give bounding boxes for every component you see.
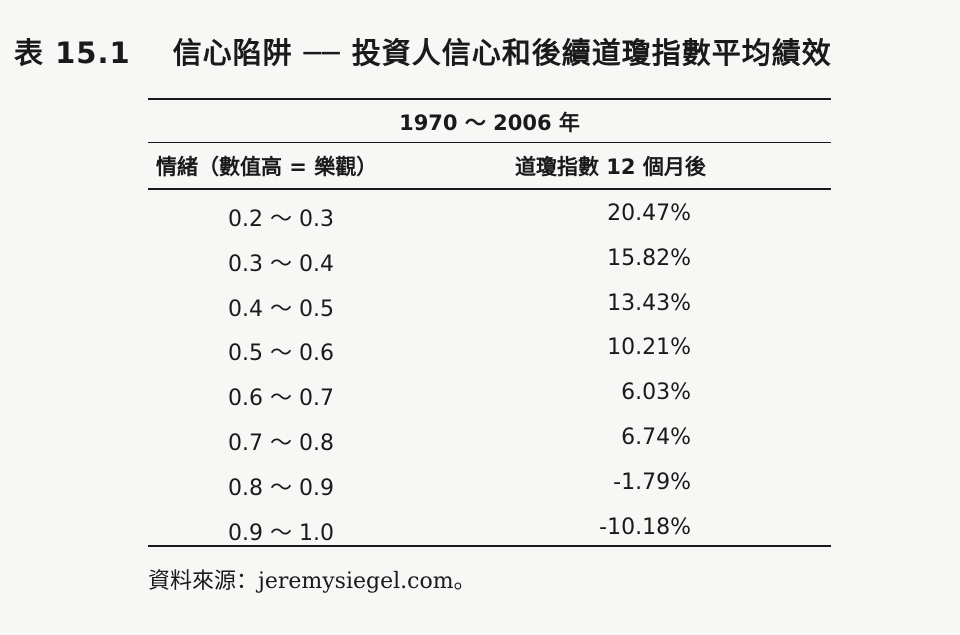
table-row: 0.3 ～ 0.4 15.82% bbox=[148, 237, 831, 282]
column-header-sentiment: 情緒（數值高 = 樂觀） bbox=[156, 155, 378, 179]
table-row: 0.2 ～ 0.3 20.47% bbox=[148, 192, 831, 237]
table-row: 0.9 ～ 1.0 -10.18% bbox=[148, 506, 831, 551]
sentiment-range: 0.7 ～ 0.8 bbox=[228, 430, 334, 456]
dow-return: 6.74% bbox=[621, 424, 691, 450]
header-rule bbox=[148, 188, 831, 190]
source-note: 資料來源：jeremysiegel.com。 bbox=[148, 569, 476, 594]
period-header: 1970 ～ 2006 年 bbox=[399, 111, 580, 135]
table-row: 0.4 ～ 0.5 13.43% bbox=[148, 282, 831, 327]
table-title-text: 信心陷阱 ── 投資人信心和後續道瓊指數平均績效 bbox=[172, 36, 832, 70]
sentiment-range: 0.6 ～ 0.7 bbox=[228, 386, 334, 412]
table-row: 0.6 ～ 0.7 6.03% bbox=[148, 371, 831, 416]
table-row: 0.5 ～ 0.6 10.21% bbox=[148, 326, 831, 371]
sentiment-range: 0.3 ～ 0.4 bbox=[228, 251, 334, 277]
sentiment-range: 0.9 ～ 1.0 bbox=[228, 520, 334, 546]
column-header-return: 道瓊指數 12 個月後 bbox=[515, 155, 706, 179]
sentiment-range: 0.4 ～ 0.5 bbox=[228, 296, 334, 322]
dow-return: 10.21% bbox=[607, 335, 691, 361]
sentiment-range: 0.5 ～ 0.6 bbox=[228, 341, 334, 367]
dow-return: 13.43% bbox=[607, 290, 691, 316]
table-number: 表 15.1 bbox=[14, 36, 131, 70]
table-row: 0.7 ～ 0.8 6.74% bbox=[148, 416, 831, 461]
period-rule bbox=[148, 142, 831, 143]
dow-return: 15.82% bbox=[607, 245, 691, 271]
table-row: 0.8 ～ 0.9 -1.79% bbox=[148, 461, 831, 506]
dow-return: 6.03% bbox=[621, 380, 691, 406]
dow-return: -10.18% bbox=[599, 514, 691, 540]
table-title: 表 15.1 信心陷阱 ── 投資人信心和後續道瓊指數平均績效 bbox=[14, 30, 832, 80]
dow-return: 20.47% bbox=[607, 201, 691, 226]
dow-return: -1.79% bbox=[613, 469, 691, 495]
bottom-rule bbox=[148, 545, 831, 547]
top-rule bbox=[148, 98, 831, 100]
sentiment-range: 0.2 ～ 0.3 bbox=[228, 207, 334, 232]
sentiment-range: 0.8 ～ 0.9 bbox=[228, 475, 334, 501]
table-body: 0.2 ～ 0.3 20.47% 0.3 ～ 0.4 15.82% 0.4 ～ … bbox=[148, 192, 831, 550]
